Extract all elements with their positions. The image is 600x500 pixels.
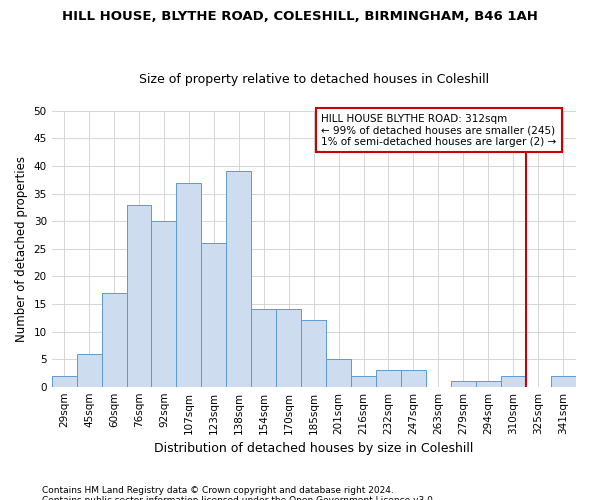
Bar xyxy=(551,376,575,386)
Bar xyxy=(101,293,127,386)
Text: Contains HM Land Registry data © Crown copyright and database right 2024.: Contains HM Land Registry data © Crown c… xyxy=(42,486,394,495)
Bar xyxy=(251,310,276,386)
Text: Contains public sector information licensed under the Open Government Licence v3: Contains public sector information licen… xyxy=(42,496,436,500)
Bar xyxy=(226,172,251,386)
X-axis label: Distribution of detached houses by size in Coleshill: Distribution of detached houses by size … xyxy=(154,442,473,455)
Bar xyxy=(301,320,326,386)
Bar xyxy=(476,381,501,386)
Bar xyxy=(276,310,301,386)
Text: HILL HOUSE, BLYTHE ROAD, COLESHILL, BIRMINGHAM, B46 1AH: HILL HOUSE, BLYTHE ROAD, COLESHILL, BIRM… xyxy=(62,10,538,23)
Bar xyxy=(401,370,426,386)
Bar xyxy=(451,381,476,386)
Bar xyxy=(202,243,226,386)
Bar xyxy=(127,204,151,386)
Bar xyxy=(376,370,401,386)
Bar xyxy=(77,354,101,386)
Bar xyxy=(501,376,526,386)
Bar xyxy=(326,359,351,386)
Title: Size of property relative to detached houses in Coleshill: Size of property relative to detached ho… xyxy=(139,73,488,86)
Bar xyxy=(351,376,376,386)
Bar xyxy=(52,376,77,386)
Text: HILL HOUSE BLYTHE ROAD: 312sqm
← 99% of detached houses are smaller (245)
1% of : HILL HOUSE BLYTHE ROAD: 312sqm ← 99% of … xyxy=(321,114,556,146)
Y-axis label: Number of detached properties: Number of detached properties xyxy=(15,156,28,342)
Bar xyxy=(151,221,176,386)
Bar xyxy=(176,182,202,386)
